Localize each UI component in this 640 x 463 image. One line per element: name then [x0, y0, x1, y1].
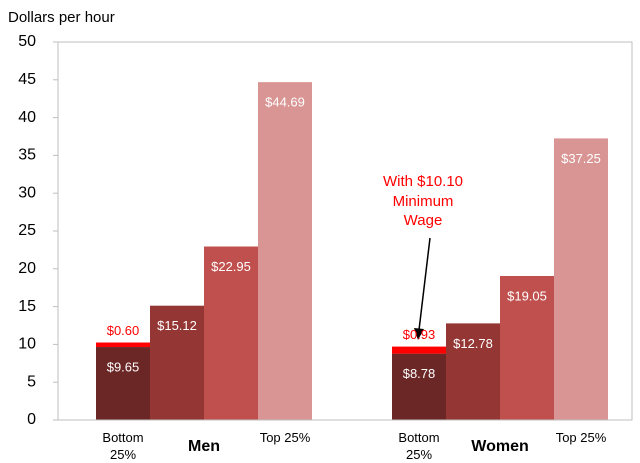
y-tick-label: 30	[18, 184, 36, 201]
annotation-arrow	[418, 237, 431, 331]
bar	[96, 347, 150, 420]
annotation: With $10.10 Minimum Wage	[382, 173, 464, 229]
group-label: Women	[471, 438, 528, 455]
y-tick-label: 45	[18, 71, 36, 88]
value-label: $19.05	[507, 288, 547, 303]
increase-label: $0.60	[107, 323, 140, 338]
y-tick-label: 0	[27, 411, 36, 428]
value-label: $9.65	[107, 359, 140, 374]
value-label: $37.25	[561, 151, 601, 166]
y-tick-label: 50	[18, 33, 36, 50]
increase-bar	[96, 342, 150, 348]
bar-group-label: Bottom 25%	[102, 430, 144, 462]
bar	[446, 323, 500, 420]
increase-bar	[392, 346, 446, 354]
value-label: $22.95	[211, 259, 251, 274]
bar	[204, 246, 258, 420]
bar-group-label: Bottom 25%	[398, 430, 440, 462]
bar	[392, 353, 446, 420]
bar	[500, 275, 554, 420]
y-tick-label: 25	[18, 222, 36, 239]
y-axis-label: Dollars per hour	[8, 9, 115, 26]
annotation-arrowhead	[414, 328, 424, 340]
value-label: $44.69	[265, 95, 305, 110]
increase-label: $0.93	[403, 327, 436, 342]
value-label: $12.78	[453, 336, 493, 351]
value-label: $15.12	[157, 318, 197, 333]
y-tick-label: 35	[18, 147, 36, 164]
y-tick-label: 20	[18, 260, 36, 277]
value-label: $8.78	[403, 366, 436, 381]
y-tick-label: 5	[27, 373, 36, 390]
bar-group-label: Top 25%	[259, 430, 311, 445]
bar	[554, 138, 608, 420]
y-tick-label: 10	[18, 336, 36, 353]
y-tick-label: 15	[18, 298, 36, 315]
bar	[258, 82, 312, 420]
bar	[150, 305, 204, 420]
group-label: Men	[188, 438, 220, 455]
y-tick-label: 40	[18, 109, 36, 126]
bar-group-label: Top 25%	[555, 430, 607, 445]
